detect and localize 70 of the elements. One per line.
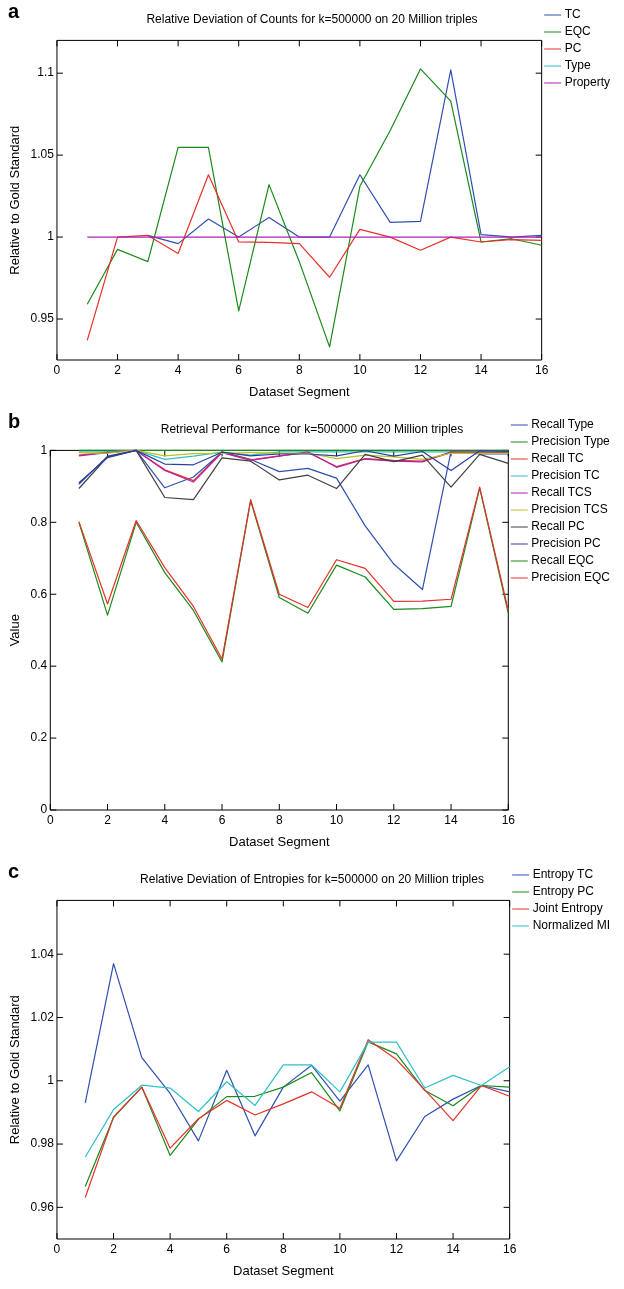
legend-label: Precision TCS — [531, 502, 608, 517]
legend-label: Recall EQC — [531, 553, 595, 568]
legend-label: Recall TC — [531, 451, 585, 466]
text: c — [8, 859, 20, 882]
legend-label: Normalized MI — [532, 918, 611, 933]
y-axis-title: Value — [7, 614, 23, 647]
y-tick-label: 0.95 — [30, 311, 55, 326]
legend-label: Recall PC — [531, 519, 585, 534]
x-axis-title: Dataset Segment — [229, 833, 330, 849]
y-tick-label: 0.6 — [30, 586, 48, 601]
legend-label: Recall TCS — [531, 485, 592, 500]
x-tick-label: 14 — [444, 812, 459, 827]
chart-title: Relative Deviation of Counts for k=500000 on 20 Million triples — [146, 11, 478, 26]
y-tick-label: 0.98 — [30, 1136, 55, 1151]
legend-label: TC — [564, 7, 581, 22]
x-tick-label: 10 — [333, 1241, 347, 1256]
x-tick-label: 4 — [161, 812, 169, 827]
y-tick-label: 1.02 — [30, 1009, 55, 1024]
legend-label: Property — [564, 75, 611, 90]
y-tick-label: 1.04 — [30, 946, 55, 961]
x-tick-label: 14 — [474, 362, 489, 377]
legend-label: Precision PC — [531, 536, 601, 551]
legend-label: Precision TC — [531, 468, 601, 483]
x-tick-label: 8 — [275, 812, 283, 827]
y-tick-label: 0.4 — [30, 658, 48, 673]
chart-title: Retrieval Performance for k=500000 on 20 Million triples — [160, 421, 464, 436]
y-axis-title: Relative to Gold Standard — [7, 995, 23, 1145]
x-tick-label: 2 — [110, 1241, 118, 1256]
legend-label: EQC — [564, 24, 591, 39]
x-tick-label: 12 — [389, 1241, 404, 1256]
y-tick-label: 1 — [47, 1073, 55, 1088]
text: b — [8, 409, 21, 432]
legend-label: Precision EQC — [531, 570, 611, 585]
y-tick-label: 0.96 — [30, 1199, 55, 1214]
x-axis-title: Dataset Segment — [233, 1262, 334, 1278]
y-tick-label: 0.2 — [30, 730, 48, 745]
legend-label: Precision Type — [531, 434, 611, 449]
x-tick-label: 10 — [353, 362, 367, 377]
legend-label: Recall Type — [531, 417, 595, 432]
x-tick-label: 6 — [223, 1241, 231, 1256]
y-axis-title: Relative to Gold Standard — [7, 125, 23, 275]
x-tick-label: 10 — [329, 812, 344, 827]
x-tick-label: 14 — [446, 1241, 461, 1256]
x-tick-label: 2 — [114, 362, 122, 377]
legend-label: Entropy TC — [532, 867, 594, 882]
x-tick-label: 16 — [502, 1241, 517, 1256]
x-tick-label: 2 — [104, 812, 112, 827]
x-tick-label: 16 — [534, 362, 549, 377]
y-tick-label: 1.1 — [37, 65, 55, 80]
x-tick-label: 6 — [235, 362, 243, 377]
legend-label: Entropy PC — [532, 884, 595, 899]
x-tick-label: 6 — [218, 812, 226, 827]
x-tick-label: 16 — [501, 812, 516, 827]
y-tick-label: 1 — [40, 442, 48, 457]
legend-label: Type — [564, 58, 591, 73]
legend-label: PC — [564, 41, 582, 56]
x-axis-title: Dataset Segment — [249, 383, 350, 399]
y-tick-label: 0.8 — [30, 514, 48, 529]
x-tick-label: 12 — [387, 812, 401, 827]
x-tick-label: 8 — [279, 1241, 287, 1256]
x-tick-label: 4 — [166, 1241, 174, 1256]
text: a — [8, 0, 20, 22]
legend-label: Joint Entropy — [532, 901, 603, 916]
x-tick-label: 4 — [174, 362, 182, 377]
y-tick-label: 1.05 — [30, 147, 55, 162]
x-tick-label: 12 — [413, 362, 428, 377]
y-tick-label: 0 — [40, 802, 48, 817]
y-tick-label: 1 — [47, 229, 55, 244]
x-tick-label: 8 — [295, 362, 303, 377]
chart-title: Relative Deviation of Entropies for k=500000 on 20 Million triples — [140, 871, 484, 886]
